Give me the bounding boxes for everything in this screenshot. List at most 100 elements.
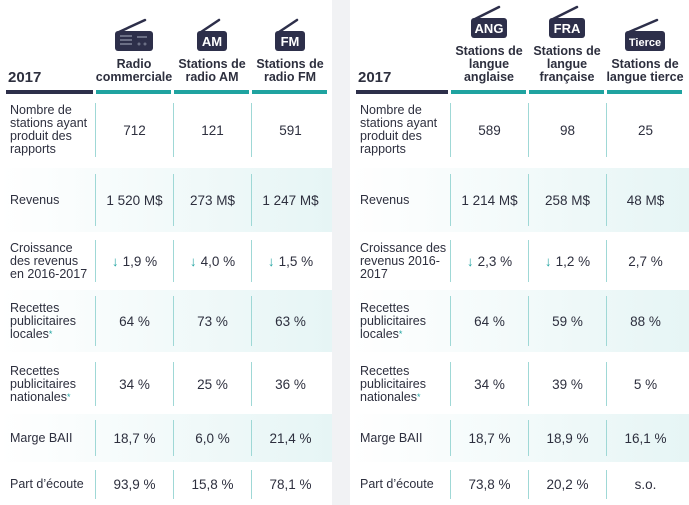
value-cell: 2,7 % [606,240,684,282]
column-label: Stations de langue tierce [606,57,684,84]
column-header: FM Stations de radio FM [251,18,329,84]
row-label: Recettes publicitaires nationales* [0,364,95,404]
value-text: 34 % [474,376,505,392]
value-cell: 25 [606,103,684,157]
column-header: Radio commerciale [95,18,173,84]
header-rule [451,90,526,94]
value-text: 59 % [552,313,583,329]
row-label: Recettes publicitaires locales* [0,300,95,341]
row-label: Revenus [350,192,450,207]
value-text: 15,8 % [191,477,234,492]
arrow-down-icon: ↓ [189,253,197,269]
value-cell: 712 [95,103,173,157]
value-text: 273 M$ [189,192,236,208]
table-row: Croissance des revenus 2016-2017 ↓ 2,3 % ↓ 1… [350,234,689,288]
table-row: Recettes publicitaires nationales* 34 % 39… [350,356,689,412]
radio-icon [95,18,173,55]
value-cell: 59 % [528,296,606,346]
value-cell: 64 % [95,296,173,346]
badge-text: ANG [475,21,504,36]
value-cell: 20,2 % [528,470,606,499]
right-table: 2017 ANG Stations de langue anglaise FRA Sta… [350,0,689,505]
value-cell: 73,8 % [450,470,528,499]
badge-text: Tierce [629,37,661,49]
value-text: 1 214 M$ [461,192,518,208]
row-label: Recettes publicitaires locales* [350,300,450,341]
value-cell: 36 % [251,362,329,406]
column-header: Tierce Stations de langue tierce [606,18,684,84]
row-label: Nombre de stations ayant produit des rap… [350,104,450,156]
badge-text: AM [202,34,222,49]
column-header: FRA Stations de langue française [528,5,606,84]
value-text: 18,7 % [468,430,511,446]
column-header: AM Stations de radio AM [173,18,251,84]
value-cell: 63 % [251,296,329,346]
value-cell: 258 M$ [528,174,606,226]
row-label: Part d’écoute [350,478,450,491]
arrow-down-icon: ↓ [267,253,275,269]
value-cell: ↓ 2,3 % [450,240,528,282]
value-cell: 16,1 % [606,420,684,456]
value-cell: ↓ 1,9 % [95,240,173,282]
value-text: 1 247 M$ [262,192,319,208]
value-cell: 48 M$ [606,174,684,226]
value-cell: 64 % [450,296,528,346]
table-row: Part d’écoute 73,8 % 20,2 % s.o. [350,464,689,505]
table-row: Marge BAII 18,7 % 6,0 % 21,4 % [0,414,332,462]
value-text: 589 [478,122,501,138]
value-text: 712 [123,122,146,138]
value-cell: 93,9 % [95,470,173,499]
value-cell: ↓ 4,0 % [173,240,251,282]
value-cell: 15,8 % [173,470,251,499]
value-cell: ↓ 1,5 % [251,240,329,282]
radio-icon: Tierce [606,18,684,55]
row-label-text: Revenus [360,192,410,207]
header-rule [6,90,93,94]
value-cell: 78,1 % [251,470,329,499]
value-cell: 88 % [606,296,684,346]
year-label: 2017 [358,69,392,86]
arrow-down-icon: ↓ [466,253,474,269]
value-text: 121 [201,122,224,138]
table-row: Recettes publicitaires nationales* 34 % 25… [0,356,332,412]
row-label-text: Recettes publicitaires locales [10,300,77,341]
value-text: 48 M$ [626,192,665,208]
arrow-down-icon: ↓ [111,253,119,269]
arrow-down-icon: ↓ [544,253,552,269]
table-row: Croissance des revenus en 2016-2017 ↓ 1,9 … [0,234,332,288]
value-text: 98 [559,122,576,138]
value-text: 93,9 % [113,477,156,492]
row-label-text: Croissance des revenus en 2016-2017 [10,240,88,281]
value-cell: 1 247 M$ [251,174,329,226]
value-text: 25 [637,122,654,138]
value-cell: 273 M$ [173,174,251,226]
row-label: Revenus [0,193,95,207]
table-header: 2017 Radio commerciale AM Stations de radio… [0,0,332,92]
value-cell: 18,9 % [528,420,606,456]
value-text: 4,0 % [200,253,236,269]
footnote-marker: * [417,391,421,402]
value-text: 21,4 % [269,430,312,446]
value-text: 64 % [119,313,150,329]
value-cell: 73 % [173,296,251,346]
header-rule [252,90,327,94]
value-text: 1,5 % [278,253,314,269]
table-row: Revenus 1 214 M$ 258 M$ 48 M$ [350,168,689,232]
table-header: 2017 ANG Stations de langue anglaise FRA Sta… [350,0,689,92]
value-text: 34 % [119,376,150,392]
row-label-text: Marge BAII [10,430,73,445]
value-cell: 21,4 % [251,420,329,456]
column-label: Stations de langue française [533,44,601,84]
value-text: 25 % [197,376,228,392]
column-header: ANG Stations de langue anglaise [450,5,528,84]
radio-icon: FM [251,18,329,55]
left-table: 2017 Radio commerciale AM Stations de radio… [0,0,332,505]
value-text: s.o. [634,477,657,492]
value-cell: 18,7 % [450,420,528,456]
value-text: 20,2 % [546,477,589,492]
table-row: Nombre de stations ayant produit des rap… [350,97,689,163]
row-label-text: Recettes publicitaires locales [360,300,427,341]
value-cell: 591 [251,103,329,157]
footnote-marker: * [48,328,53,339]
value-text: 258 M$ [544,192,591,208]
